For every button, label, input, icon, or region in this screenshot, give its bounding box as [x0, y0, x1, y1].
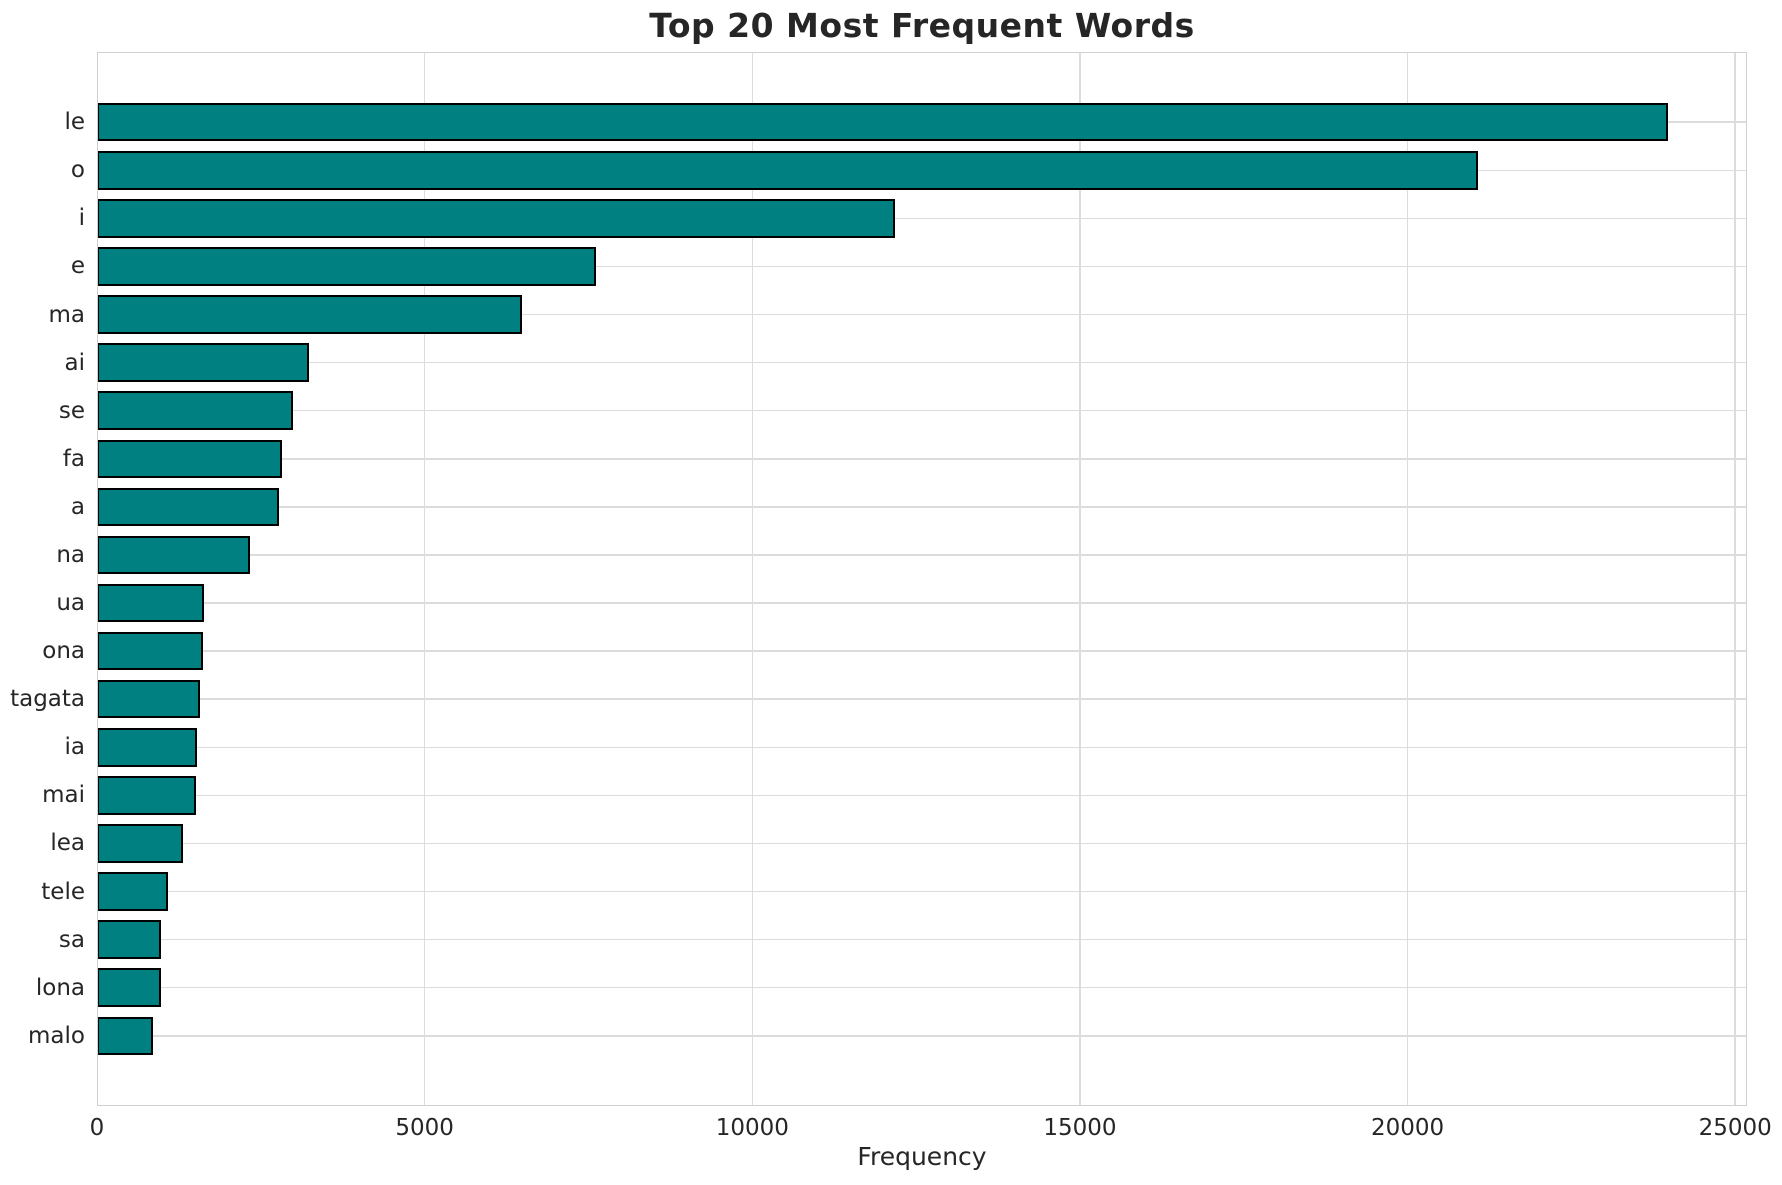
bar-ai [97, 343, 309, 382]
y-gridline [97, 458, 1747, 460]
y-tick-label-se: se [58, 397, 85, 424]
y-gridline [97, 265, 1747, 268]
x-axis-title: Frequency [857, 1142, 987, 1171]
y-tick-label-sa: sa [58, 926, 85, 953]
y-gridline [97, 746, 1747, 749]
x-gridline [423, 52, 426, 1106]
bar-mai [97, 776, 196, 815]
x-tick-label: 10000 [715, 1115, 789, 1141]
chart-title: Top 20 Most Frequent Words [649, 6, 1195, 45]
y-gridline [97, 313, 1747, 316]
y-tick-label-o: o [70, 157, 85, 184]
y-gridline [97, 361, 1747, 364]
y-gridline [97, 986, 1747, 989]
y-gridline [97, 842, 1747, 845]
y-gridline [97, 554, 1747, 556]
y-tick-label-e: e [70, 253, 85, 280]
bar-o [97, 151, 1479, 190]
y-tick-label-ma: ma [48, 301, 86, 328]
bar-ua [97, 583, 205, 623]
bar-se [97, 391, 293, 430]
y-tick-label-tele: tele [41, 878, 85, 905]
y-tick-label-mai: mai [42, 782, 85, 809]
y-tick-label-le: le [64, 109, 85, 136]
y-gridline [97, 794, 1747, 797]
bar-lea [97, 824, 183, 863]
y-tick-label-na: na [56, 541, 85, 568]
bar-ona [97, 631, 203, 671]
plot-area [97, 52, 1747, 1106]
y-tick-label-ai: ai [64, 349, 85, 376]
x-tick-label: 15000 [1043, 1115, 1117, 1141]
x-tick-label: 0 [89, 1115, 105, 1141]
y-tick-label-ia: ia [64, 734, 85, 761]
y-tick-label-i: i [78, 205, 85, 232]
y-gridline [97, 938, 1747, 941]
y-tick-label-fa: fa [62, 445, 85, 472]
y-tick-label-ua: ua [56, 590, 85, 617]
bar-tele [97, 872, 168, 911]
bar-malo [97, 1016, 153, 1056]
y-gridline [97, 602, 1747, 604]
bar-tagata [97, 679, 200, 719]
bar-i [97, 199, 896, 238]
bar-a [97, 487, 280, 527]
y-gridline [97, 409, 1747, 412]
x-gridline [1079, 52, 1081, 1106]
bar-na [97, 535, 251, 575]
x-tick-label: 5000 [395, 1115, 454, 1141]
bar-e [97, 247, 597, 286]
bar-ia [97, 728, 198, 767]
y-gridline [97, 650, 1747, 652]
bar-lona [97, 968, 162, 1007]
bar-ma [97, 295, 522, 334]
y-gridline [97, 890, 1747, 893]
bar-le [97, 102, 1669, 142]
y-tick-label-lea: lea [50, 830, 85, 857]
y-tick-label-ona: ona [42, 638, 85, 665]
y-tick-label-lona: lona [35, 974, 85, 1001]
x-tick-label: 20000 [1370, 1115, 1445, 1141]
bar-sa [97, 920, 162, 959]
y-gridline [97, 506, 1747, 508]
y-tick-label-malo: malo [28, 1022, 85, 1049]
bar-fa [97, 439, 282, 478]
x-tick-label: 25000 [1698, 1115, 1772, 1141]
y-gridline [97, 1035, 1747, 1037]
y-tick-label-a: a [70, 493, 85, 520]
y-gridline [97, 217, 1747, 220]
y-gridline [97, 698, 1747, 700]
x-gridline [1734, 52, 1736, 1106]
x-gridline [1406, 52, 1409, 1106]
y-tick-label-tagata: tagata [10, 686, 85, 713]
x-gridline [751, 52, 754, 1106]
